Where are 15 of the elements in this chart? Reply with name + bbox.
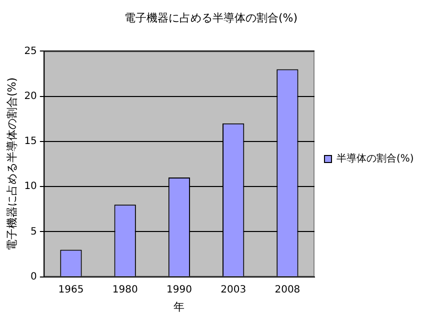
- legend-label: 半導体の割合(%): [336, 152, 414, 165]
- y-tick-label: 0: [30, 271, 37, 282]
- x-tick-label: 1990: [166, 284, 192, 296]
- x-tick-label: 2003: [220, 284, 246, 296]
- y-tick-label: 25: [24, 46, 37, 57]
- x-tick-label: 2008: [274, 284, 300, 296]
- y-tick-label: 20: [24, 90, 37, 102]
- y-axis-title: 電子機器に占める半導体の割合(%): [5, 77, 18, 251]
- y-tick-label: 5: [30, 226, 37, 238]
- x-tick-label: 1980: [112, 284, 138, 296]
- x-tick-label: 1965: [58, 284, 84, 296]
- x-axis-title: 年: [174, 300, 185, 314]
- y-tick-label: 10: [24, 181, 37, 192]
- chart-title: 電子機器に占める半導体の割合(%): [124, 11, 298, 24]
- y-tick-label: 15: [24, 136, 37, 148]
